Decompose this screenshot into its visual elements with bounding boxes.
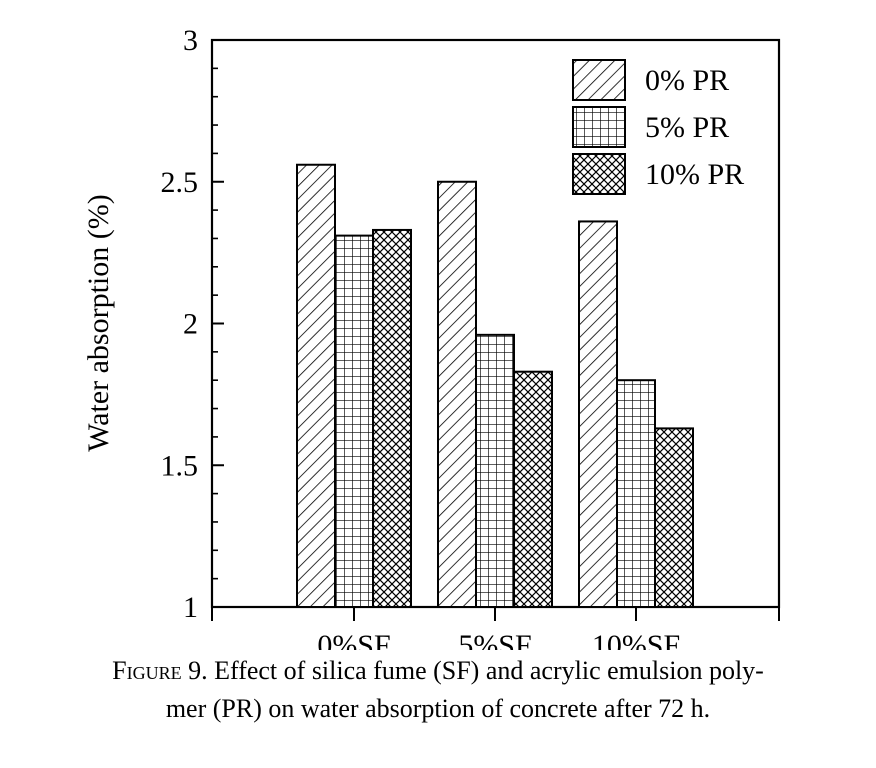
legend-label: 10% PR [645, 158, 744, 191]
y-tick-label: 3 [183, 24, 198, 57]
figure-caption: Figure 9. Effect of silica fume (SF) and… [0, 652, 876, 728]
y-tick-label: 2.5 [161, 166, 199, 199]
y-tick-label: 2 [183, 308, 198, 341]
plot-area: 1 1.5 2 2.5 3 0%SF 5%SF 10%SF [161, 24, 781, 650]
bar [513, 370, 553, 608]
legend-swatch [572, 153, 626, 195]
bar [475, 333, 515, 608]
legend-label: 0% PR [645, 64, 729, 97]
x-tick-label: 10%SF [592, 629, 680, 650]
figure-label: Figure 9. [112, 656, 208, 685]
legend-swatch [572, 106, 626, 148]
y-tick-label: 1 [183, 591, 198, 624]
bar [372, 228, 412, 608]
y-axis-label: Water absorption (%) [82, 194, 115, 452]
bar [616, 379, 656, 609]
y-tick-label: 1.5 [161, 449, 199, 482]
x-tick-label: 5%SF [458, 629, 531, 650]
bar [334, 234, 374, 609]
bar [654, 427, 694, 608]
x-tick-label: 0%SF [317, 629, 390, 650]
legend: 0% PR 5% PR 10% PR [572, 59, 744, 195]
bar [437, 180, 477, 608]
bar [578, 220, 618, 608]
bar [296, 163, 336, 609]
caption-text-line2: mer (PR) on water absorption of concrete… [165, 694, 711, 723]
legend-swatch [572, 59, 626, 101]
caption-text-line1: Effect of silica fume (SF) and acrylic e… [207, 656, 764, 685]
legend-label: 5% PR [645, 111, 729, 144]
